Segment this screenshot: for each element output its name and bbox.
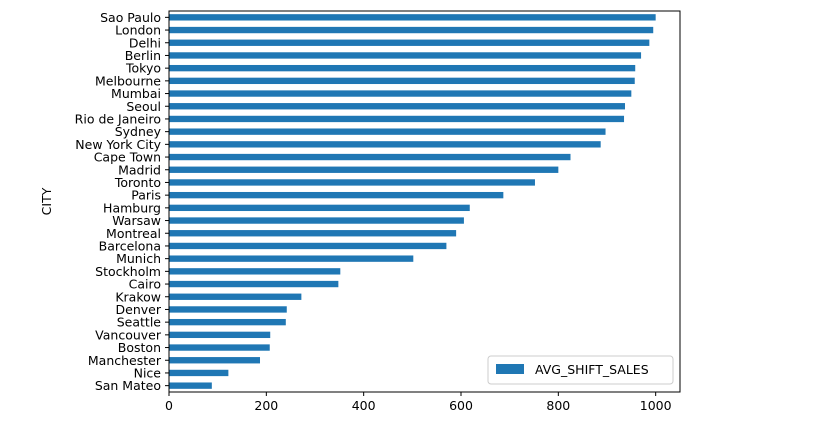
bar-hamburg [169,204,470,212]
plot-frame [168,10,681,393]
y-tick-label: Mumbai [111,86,161,101]
y-tick-label: Warsaw [112,213,161,228]
y-tick-label: Munich [116,251,161,266]
bar-munich [169,255,414,262]
bar-warsaw [169,217,464,224]
y-tick-label: Hamburg [103,200,161,215]
y-tick-label: Melbourne [95,73,161,88]
bar-sao-paulo [169,14,656,21]
y-tick-label: Cairo [129,277,161,292]
bar-paris [169,191,504,199]
bar-sydney [169,128,606,135]
bar-cairo [169,280,339,288]
y-tick-label: San Mateo [95,378,161,393]
legend: AVG_SHIFT_SALES [487,355,674,385]
y-tick-label: Sydney [115,124,162,139]
bar-nice [169,369,229,377]
bar-montreal [169,230,457,237]
y-tick-label: Cape Town [94,150,161,165]
bar-stockholm [169,268,341,275]
y-tick-label: Sao Paulo [100,10,161,25]
x-tick-label: 600 [449,398,473,413]
legend-label: AVG_SHIFT_SALES [535,362,649,377]
y-tick-label: Madrid [118,162,161,177]
bar-seoul [169,103,626,110]
bar-tokyo [169,64,636,72]
y-tick-label: Rio de Janeiro [75,111,161,126]
y-tick-label: Vancouver [95,327,162,342]
y-tick-label: Tokyo [125,61,161,76]
bar-manchester [169,357,261,364]
x-tick-label: 800 [546,398,570,413]
x-tick-label: 400 [352,398,376,413]
y-tick-label: Krakow [115,289,161,304]
x-tick-label: 1000 [640,398,672,413]
y-tick-labels: Sao PauloLondonDelhiBerlinTokyoMelbourne… [75,10,169,393]
bar-boston [169,344,270,351]
y-tick-label: New York City [75,137,161,152]
bar-seattle [169,318,286,326]
y-tick-label: Boston [118,340,161,355]
y-tick-label: Seattle [117,315,162,330]
y-tick-label: Paris [131,188,161,203]
bar-denver [169,306,287,313]
bar-melbourne [169,77,635,85]
bar-delhi [169,39,650,46]
y-axis-label: CITY [39,187,54,215]
bar-cape-town [169,153,571,161]
y-tick-label: Barcelona [99,238,161,253]
bar-barcelona [169,242,447,250]
y-tick-label: Delhi [129,35,161,50]
bar-mumbai [169,90,632,97]
y-tick-label: Seoul [126,99,161,114]
bar-london [169,26,654,34]
bar-vancouver [169,331,271,339]
x-ticks: 0 200 400 600 800 1000 [165,392,672,413]
bar-krakow [169,293,302,300]
y-tick-label: London [115,23,161,38]
bar-berlin [169,52,642,59]
y-tick-label: Denver [116,302,162,317]
y-tick-label: Toronto [114,175,161,190]
bar-rio-de-janeiro [169,115,625,123]
bars-group [169,14,656,389]
bar-san-mateo [169,382,212,389]
bar-madrid [169,166,559,173]
y-tick-label: Berlin [125,48,161,63]
legend-box [487,355,674,385]
bar-toronto [169,179,535,186]
y-tick-label: Nice [134,365,162,380]
x-tick-label: 200 [254,398,278,413]
y-tick-label: Montreal [106,226,161,241]
y-tick-label: Stockholm [95,264,161,279]
bar-new-york-city [169,141,601,148]
legend-swatch [496,364,524,374]
y-tick-label: Manchester [88,353,162,368]
x-tick-label: 0 [165,398,173,413]
